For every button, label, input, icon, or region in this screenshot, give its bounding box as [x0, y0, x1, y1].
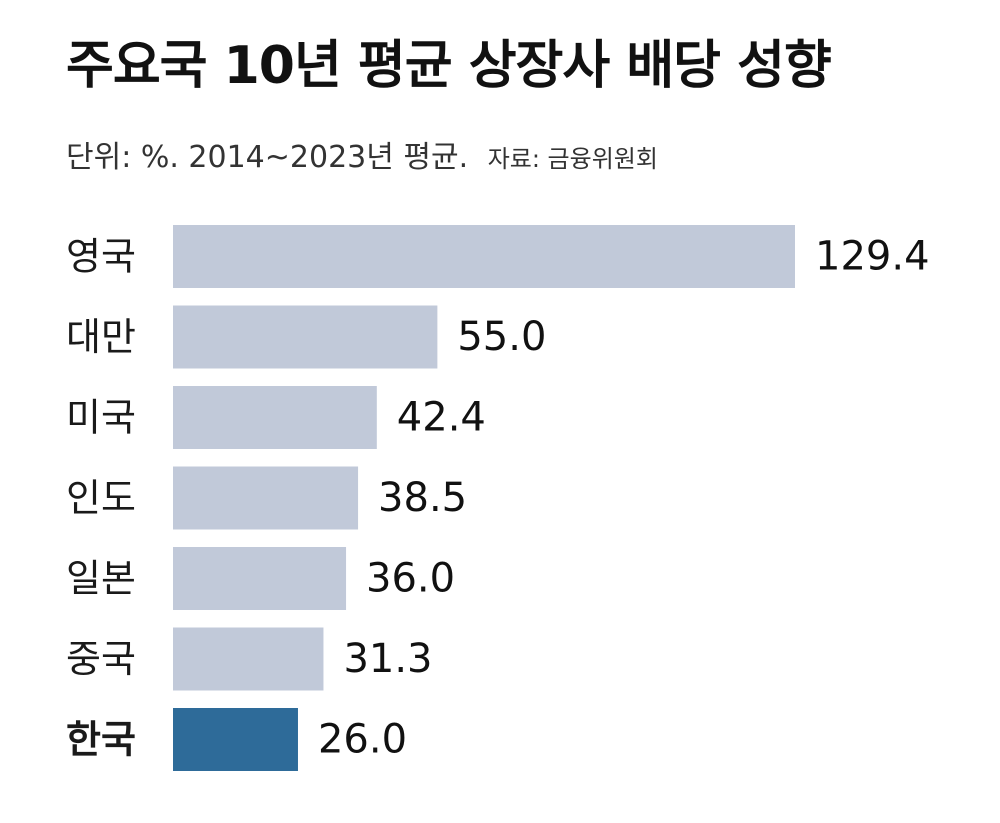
unit-note: 단위: %. 2014~2023년 평균. [66, 140, 469, 175]
bar-row-3: 인도 38.5 [66, 466, 467, 530]
bar-row-0: 영국 129.4 [66, 225, 930, 288]
value-label: 31.3 [343, 636, 432, 682]
category-label: 일본 [66, 557, 136, 601]
category-label: 중국 [66, 637, 136, 681]
category-label: 대만 [66, 315, 136, 359]
value-label: 129.4 [815, 234, 930, 280]
value-label: 55.0 [457, 314, 546, 360]
value-label: 38.5 [378, 475, 467, 521]
bar-row-1: 대만 55.0 [66, 305, 546, 369]
value-label: 26.0 [318, 717, 407, 763]
chart-subtitle: 단위: %. 2014~2023년 평균. 자료: 금융위원회 [66, 143, 658, 173]
value-label: 36.0 [366, 556, 455, 602]
category-label: 한국 [66, 718, 136, 762]
category-label: 미국 [66, 396, 136, 440]
bar-row-5: 중국 31.3 [66, 627, 433, 691]
category-label: 영국 [66, 235, 136, 279]
bar [173, 627, 324, 691]
value-label: 42.4 [397, 395, 486, 441]
category-label: 인도 [66, 476, 136, 520]
bar-row-4: 일본 36.0 [66, 547, 455, 610]
bar [173, 225, 795, 288]
source-note: 자료: 금융위원회 [487, 145, 658, 173]
chart-title: 주요국 10년 평균 상장사 배당 성향 [66, 36, 832, 96]
bar [173, 547, 347, 610]
bar [173, 466, 359, 530]
bar [173, 708, 298, 771]
bar-row-2: 미국 42.4 [66, 386, 486, 449]
bar-row-6: 한국 26.0 [66, 708, 407, 771]
bar [173, 305, 438, 369]
bar [173, 386, 377, 449]
